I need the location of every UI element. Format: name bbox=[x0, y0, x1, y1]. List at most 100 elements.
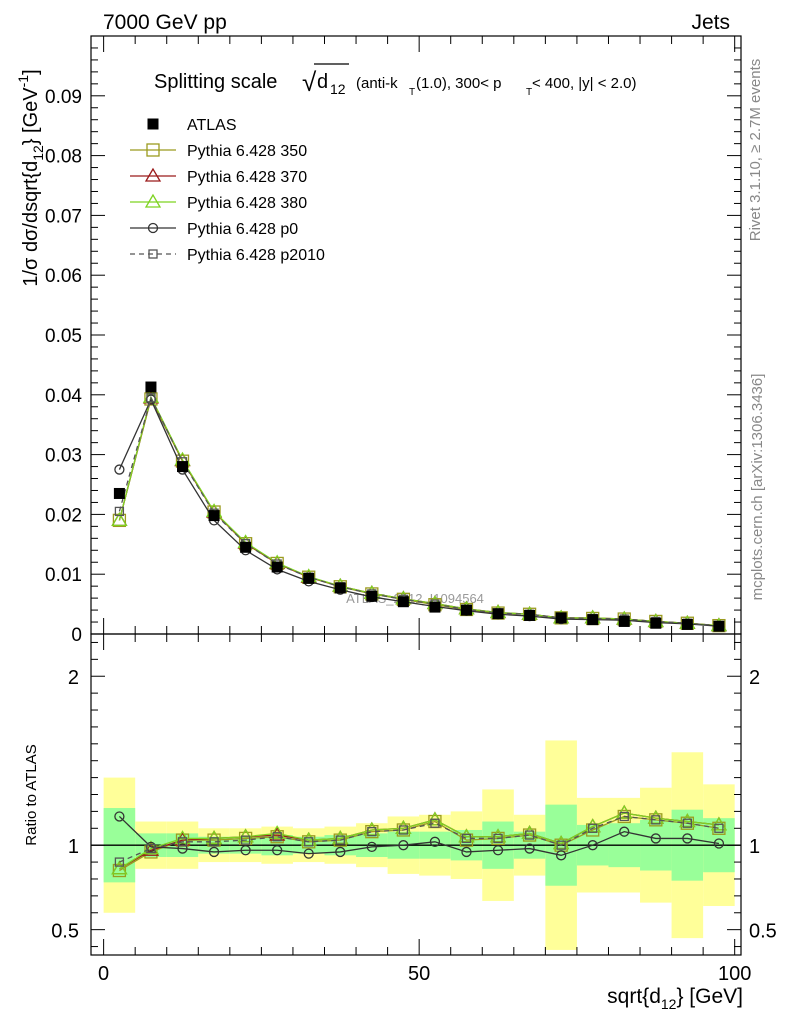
ratio-series-layer bbox=[111, 804, 728, 878]
ratio-point-pythia-6-428-p0 bbox=[272, 845, 283, 856]
atlas-data-point bbox=[555, 612, 567, 624]
title-cond-mid: (1.0), 300< p bbox=[416, 75, 501, 92]
legend-marker bbox=[147, 222, 159, 234]
ratio-point-pythia-6-428-p0 bbox=[398, 840, 409, 851]
ratio-point-pythia-6-428-350 bbox=[112, 863, 127, 878]
ratio-point-pythia-6-428-p0 bbox=[114, 811, 125, 822]
main-y-tick-label-9: 0.09 bbox=[45, 87, 82, 108]
ratio-point-pythia-6-428-p0 bbox=[429, 836, 441, 847]
x-axis-label: sqrt{d12} [GeV] bbox=[607, 985, 743, 1012]
ratio-point-pythia-6-428-p2010 bbox=[588, 823, 598, 833]
main-y-tick-label-4: 0.04 bbox=[45, 386, 82, 407]
ratio-point-pythia-6-428-p0 bbox=[303, 848, 314, 859]
main-y-tick-label-8: 0.08 bbox=[45, 147, 82, 168]
ratio-axis-ticks: 0.5 0.5 1 1 2 2 0 50 100 bbox=[51, 634, 777, 985]
legend-entry-pythia-6-428-350: Pythia 6.428 350 bbox=[130, 143, 307, 160]
ratio-point-pythia-6-428-p0 bbox=[682, 833, 693, 844]
ratio-y-tick-label-1: 1 bbox=[68, 836, 79, 858]
atlas-data-point bbox=[397, 596, 409, 608]
atlas-data-point bbox=[334, 582, 346, 594]
legend-label: Pythia 6.428 350 bbox=[187, 143, 307, 160]
title-d: d bbox=[317, 71, 328, 93]
main-point-pythia-6-428-380 bbox=[111, 512, 128, 527]
ratio-point-pythia-6-428-p2010 bbox=[146, 843, 156, 854]
ratio-point-pythia-6-428-p0 bbox=[461, 846, 472, 858]
atlas-data-point bbox=[113, 487, 125, 499]
ratio-y-tick-label-right-0: 0.5 bbox=[749, 921, 777, 943]
atlas-data-point bbox=[208, 510, 220, 522]
main-y-tick-label-3: 0.03 bbox=[45, 446, 82, 467]
ratio-point-pythia-6-428-p0 bbox=[713, 838, 725, 849]
atlas-data-point bbox=[429, 601, 441, 613]
main-y-axis-label: 1/σ dσ/dsqrt{d12} [GeV-1] bbox=[15, 69, 46, 286]
rivet-label: Rivet 3.1.10, ≥ 2.7M events bbox=[747, 59, 764, 242]
legend-entry-pythia-6-428-p0: Pythia 6.428 p0 bbox=[130, 221, 298, 238]
ratio-point-pythia-6-428-p2010 bbox=[398, 825, 409, 835]
ratio-point-pythia-6-428-p0 bbox=[619, 826, 630, 837]
x-tick-label-0: 0 bbox=[98, 963, 109, 985]
ratio-point-pythia-6-428-p2010 bbox=[430, 818, 440, 828]
main-y-tick-label-5: 0.05 bbox=[45, 326, 82, 347]
atlas-data-point bbox=[271, 561, 283, 573]
legend-marker bbox=[148, 249, 158, 259]
atlas-data-point bbox=[145, 381, 157, 393]
main-y-tick-label-0: 0 bbox=[71, 625, 82, 646]
ratio-point-pythia-6-428-p2010 bbox=[304, 837, 314, 847]
legend-label: Pythia 6.428 p2010 bbox=[187, 247, 325, 264]
ratio-point-pythia-6-428-p0 bbox=[587, 840, 598, 851]
legend-entry-pythia-6-428-p2010: Pythia 6.428 p2010 bbox=[130, 247, 325, 264]
ratio-point-pythia-6-428-p0 bbox=[366, 841, 377, 853]
title-cond-sub-t: T bbox=[409, 87, 415, 98]
ratio-y-axis-label: Ratio to ATLAS bbox=[23, 744, 40, 845]
title-sqrt: √ bbox=[302, 67, 317, 97]
ratio-point-pythia-6-428-p0 bbox=[650, 833, 661, 844]
ratio-point-pythia-6-428-p2010 bbox=[493, 833, 503, 844]
ratio-y-tick-label-0: 0.5 bbox=[51, 921, 79, 943]
legend-label: ATLAS bbox=[187, 117, 237, 134]
ratio-point-pythia-6-428-p2010 bbox=[651, 815, 661, 825]
ratio-point-pythia-6-428-380 bbox=[111, 860, 128, 875]
ratio-point-pythia-6-428-p2010 bbox=[114, 857, 125, 867]
ratio-point-pythia-6-428-p2010 bbox=[714, 823, 724, 833]
x-tick-label-1: 50 bbox=[408, 963, 430, 985]
ratio-point-pythia-6-428-p2010 bbox=[524, 830, 535, 840]
ratio-point-pythia-6-428-p2010 bbox=[461, 833, 472, 844]
title-d-sub: 12 bbox=[330, 81, 346, 97]
atlas-data-point bbox=[492, 608, 504, 620]
ratio-point-pythia-6-428-p0 bbox=[240, 845, 251, 856]
ratio-point-pythia-6-428-p2010 bbox=[272, 832, 282, 842]
legend-marker bbox=[147, 118, 159, 130]
ratio-frame bbox=[90, 633, 742, 956]
ratio-point-pythia-6-428-p2010 bbox=[177, 837, 188, 847]
main-y-tick-label-7: 0.07 bbox=[45, 206, 82, 227]
atlas-data-point bbox=[303, 572, 315, 584]
legend-label: Pythia 6.428 380 bbox=[187, 195, 307, 212]
ratio-point-pythia-6-428-p0 bbox=[492, 845, 504, 856]
ratio-line-pythia-6-428-p0 bbox=[118, 815, 720, 856]
title-cond-post: < 400, |y| < 2.0) bbox=[532, 75, 637, 92]
ratio-y-tick-label-right-1: 1 bbox=[749, 836, 760, 858]
chart-title: Splitting scale √ d 12 (anti-k T (1.0), … bbox=[154, 63, 637, 98]
ratio-point-pythia-6-428-p0 bbox=[177, 843, 188, 854]
atlas-data-point bbox=[524, 609, 536, 621]
main-point-pythia-6-428-p2010 bbox=[114, 506, 125, 517]
main-axis-ticks: 0 0.01 0.02 0.03 0.04 0.05 0.06 0.07 0.08 0.09 bbox=[45, 36, 741, 646]
legend: ATLAS Pythia 6.428 350 Pythia 6.428 370 Pyt… bbox=[130, 117, 325, 264]
main-series-layer bbox=[111, 381, 728, 633]
energy-label: 7000 GeV pp bbox=[103, 11, 227, 34]
atlas-data-point bbox=[366, 590, 378, 602]
legend-entry-pythia-6-428-380: Pythia 6.428 380 bbox=[130, 193, 307, 212]
legend-marker bbox=[146, 143, 160, 157]
atlas-data-point bbox=[713, 620, 725, 632]
ratio-point-pythia-6-428-p2010 bbox=[556, 840, 566, 850]
main-point-pythia-6-428-350 bbox=[144, 392, 158, 406]
atlas-data-point bbox=[240, 541, 252, 553]
legend-label: Pythia 6.428 370 bbox=[187, 169, 307, 186]
ratio-point-pythia-6-428-p2010 bbox=[682, 818, 693, 828]
ratio-point-pythia-6-428-p0 bbox=[208, 846, 220, 858]
ratio-point-pythia-6-428-p2010 bbox=[367, 827, 377, 837]
atlas-data-point bbox=[460, 604, 472, 616]
main-y-tick-label-6: 0.06 bbox=[45, 266, 82, 287]
main-y-tick-label-2: 0.02 bbox=[45, 505, 82, 526]
